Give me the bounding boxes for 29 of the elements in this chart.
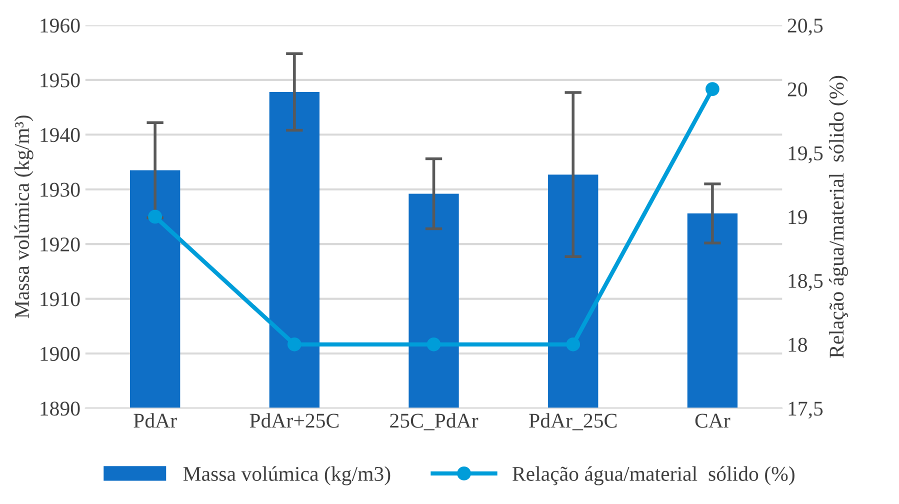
y-axis-title: Massa volúmica (kg/m³)	[14, 116, 34, 318]
y-tick-label: 1910	[40, 292, 80, 306]
point	[287, 337, 302, 352]
y2-tick-label: 17,5	[788, 402, 823, 419]
y2-tick-label: 18,5	[788, 274, 823, 291]
legend-label: Relação água/material sólido (%)	[512, 466, 794, 486]
x-tick-label: CAr	[695, 414, 730, 428]
x-tick-label: PdAr+25C	[250, 413, 339, 428]
y-tick-label: 1920	[40, 237, 80, 252]
x-tick-label: 25C_PdAr	[390, 413, 478, 430]
x-tick-label: PdAr_25C	[529, 413, 617, 430]
y-tick-label: 1960	[40, 18, 80, 33]
y2-tick-label: 20	[788, 82, 808, 96]
y-tick-label: 1890	[40, 402, 80, 416]
y-tick-label: 1930	[40, 182, 80, 197]
y-tick-label: 1940	[40, 128, 80, 142]
y2-tick-label: 18	[788, 338, 808, 352]
y2-tick-label: 20,5	[788, 18, 823, 36]
y-tick-label: 1900	[40, 346, 80, 361]
point	[706, 82, 720, 96]
point	[426, 337, 441, 352]
y2-tick-label: 19	[788, 210, 807, 224]
y-tick-label: 1950	[40, 73, 80, 88]
legend-label: Massa volúmica (kg/m3)	[183, 466, 390, 486]
point	[566, 337, 580, 352]
y2-axis-title: Relação água/material sólido (%)	[829, 76, 848, 358]
y2-tick-label: 19,5	[788, 146, 823, 164]
point	[148, 210, 162, 224]
x-tick-label: PdAr	[134, 413, 177, 428]
